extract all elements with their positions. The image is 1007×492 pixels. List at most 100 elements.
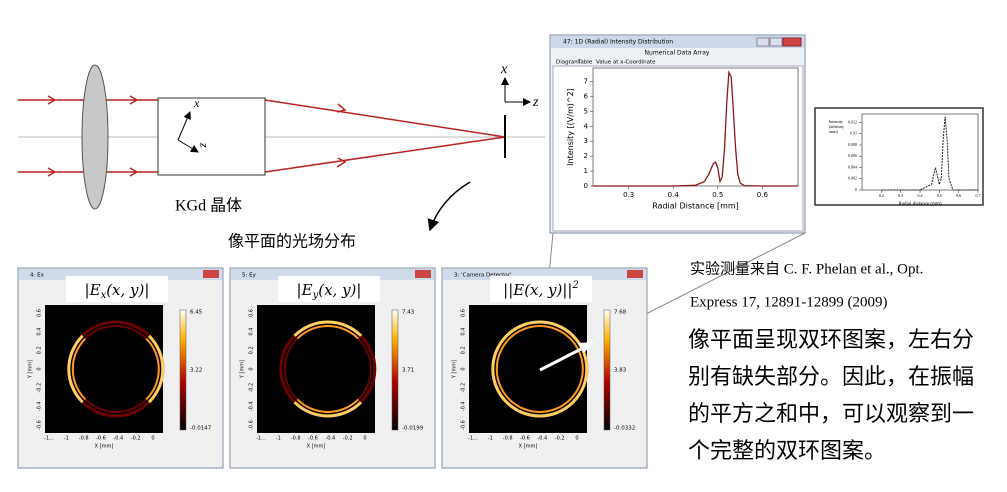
crystal-axis <box>177 111 191 141</box>
y-axis-label: Intensity (arbitrary units) <box>829 119 844 134</box>
formula-part: 2 <box>571 280 578 291</box>
highlight-arrowhead <box>578 342 594 353</box>
description: 别有缺失部分。因此，在振幅 <box>688 364 974 389</box>
y-tick-label: 0.4 <box>461 328 467 336</box>
y-tick-label: -0.4 <box>37 401 43 411</box>
close-button[interactable] <box>415 270 431 278</box>
crystal-label: KGd 晶体 <box>175 197 242 215</box>
y-tick-label: -0.2 <box>37 383 43 393</box>
description: 像平面呈现双环图案，左右分 <box>688 327 974 352</box>
y-tick-label: 0 <box>37 367 43 370</box>
tab[interactable]: Value at x-Coordinate <box>596 60 656 66</box>
y-tick-label: -0.6 <box>249 420 255 430</box>
tab[interactable]: Table <box>577 60 593 66</box>
y-tick-label: 0.002 <box>848 176 857 181</box>
ring <box>495 325 584 413</box>
x-tick-label: -1 <box>488 436 493 442</box>
crystal <box>157 97 266 176</box>
x-tick-label: 0.6 <box>757 191 769 199</box>
ray <box>95 99 506 138</box>
y-tick-label: 3 <box>584 137 588 145</box>
y-tick-label: 0 <box>249 367 255 370</box>
window-subtitle: Numerical Data Array <box>645 50 710 57</box>
y-tick-label: -0.4 <box>461 401 467 411</box>
formula-part: (x, y)| <box>106 281 149 299</box>
colorbar-label: 7.43 <box>402 310 415 316</box>
x-tick-label: -0.6 <box>520 436 530 442</box>
y-tick-label: 0.4 <box>37 328 43 336</box>
x-tick-label: 0.3 <box>623 191 634 199</box>
title-bar <box>551 36 804 48</box>
data-line <box>881 116 978 191</box>
ray-arrows <box>47 95 347 177</box>
colorbar <box>391 309 399 431</box>
y-axis-label: Y [mm] <box>452 360 458 379</box>
y-tick-label: 0.01 <box>850 131 857 136</box>
x-tick-label: -1... <box>468 436 478 442</box>
y-tick-label: 0.6 <box>249 309 255 317</box>
title-bar <box>443 269 646 280</box>
formula-box <box>66 276 168 302</box>
x-tick-label: -0.6 <box>308 436 318 442</box>
x-tick-label: 0.5 <box>937 193 942 198</box>
window-title: 5: Ey <box>242 273 257 279</box>
formula-box <box>278 276 380 302</box>
x-tick-label: 0.4 <box>918 193 923 198</box>
formula: |Ex(x, y)| <box>85 281 150 301</box>
colorbar-label: -0.0332 <box>614 426 635 432</box>
minimize-button[interactable] <box>756 37 770 47</box>
x-tick-label: -1... <box>256 436 266 442</box>
heatmap <box>45 305 163 433</box>
tab[interactable]: Diagram <box>556 60 580 66</box>
y-tick-label: 0 <box>855 187 857 192</box>
plot-panel <box>552 65 804 232</box>
colorbar-label: 3.83 <box>614 368 627 374</box>
maximize-button[interactable] <box>769 37 783 47</box>
axis-label: z <box>197 142 211 148</box>
y-tick-label: 0.004 <box>848 164 857 169</box>
x-tick-label: -0.8 <box>79 436 89 442</box>
y-tick-label: -0.6 <box>461 420 467 430</box>
y-tick-label: 5 <box>584 107 588 115</box>
ring <box>67 320 165 418</box>
formula-part: |E <box>85 281 101 299</box>
colorbar <box>179 309 187 431</box>
close-button[interactable] <box>782 37 802 47</box>
ring <box>71 325 160 413</box>
close-button[interactable] <box>203 270 219 278</box>
x-tick-label: -0.4 <box>113 436 123 442</box>
x-tick-label: -1... <box>44 436 54 442</box>
reference: Express 17, 12891-12899 (2009) <box>690 294 887 310</box>
x-tick-label: 0.2 <box>879 193 884 198</box>
plot-area <box>592 67 799 187</box>
heatmap <box>257 305 375 433</box>
image-plane-label: 像平面的光场分布 <box>228 233 356 251</box>
y-tick-label: -0.2 <box>249 383 255 393</box>
lens <box>81 64 109 210</box>
formula: |Ey(x, y)| <box>297 281 362 301</box>
x-tick-label: -0.8 <box>291 436 301 442</box>
x-tick-label: -0.2 <box>131 436 141 442</box>
x-tick-label: 0 <box>151 436 154 442</box>
x-axis-label: Radial distance (mm) <box>898 202 941 207</box>
window-title: 47: 1D (Radial) Intensity Distribution <box>563 39 673 46</box>
formula-part: (x, y)| <box>318 281 361 299</box>
x-tick-label: 0.6 <box>956 193 961 198</box>
axis-label: z <box>532 95 539 110</box>
colorbar-label: 3.71 <box>402 368 414 374</box>
x-tick-label: 0.4 <box>668 191 680 199</box>
reference: 实验测量来自 C. F. Phelan et al., Opt. <box>690 260 923 277</box>
x-tick-label: -0.2 <box>555 436 565 442</box>
x-axis-label: X [mm] <box>95 444 114 450</box>
y-tick-label: 0.6 <box>37 309 43 317</box>
y-tick-label: 2 <box>584 152 588 160</box>
title-bar <box>231 269 434 280</box>
window-title: 3: 'Camera Detector' <box>454 273 511 279</box>
ring <box>283 325 372 413</box>
y-axis-label: Y [mm] <box>28 360 34 379</box>
colorbar <box>603 309 611 431</box>
close-button[interactable] <box>627 270 643 278</box>
y-tick-label: 0 <box>584 182 588 190</box>
ring <box>279 320 377 418</box>
